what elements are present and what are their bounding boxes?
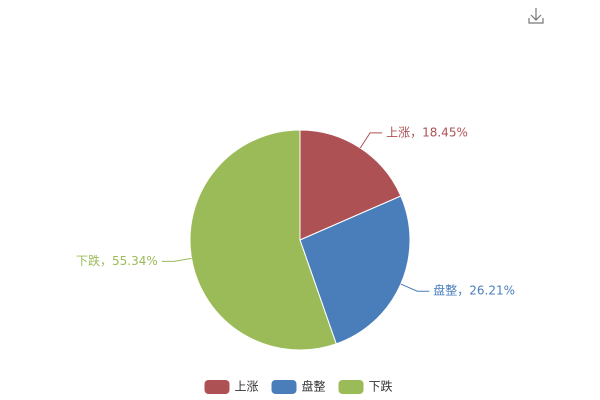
legend-swatch [204, 380, 230, 394]
legend-label: 盘整 [302, 379, 326, 394]
download-button[interactable] [528, 8, 544, 24]
leader-line [161, 257, 192, 262]
pie-slice [299, 129, 402, 241]
leader-line [400, 283, 430, 292]
data-label: 盘整，26.21% [433, 283, 515, 298]
legend-label: 下跌 [369, 379, 393, 394]
data-label: 上涨，18.45% [386, 124, 468, 139]
legend-swatch [338, 380, 364, 394]
download-icon[interactable] [528, 8, 544, 24]
legend-swatch [271, 380, 297, 394]
data-label: 下跌，55.34% [76, 253, 158, 268]
leader-line [359, 132, 383, 149]
legend-label: 上涨 [235, 379, 259, 394]
pie-slice [299, 195, 411, 345]
